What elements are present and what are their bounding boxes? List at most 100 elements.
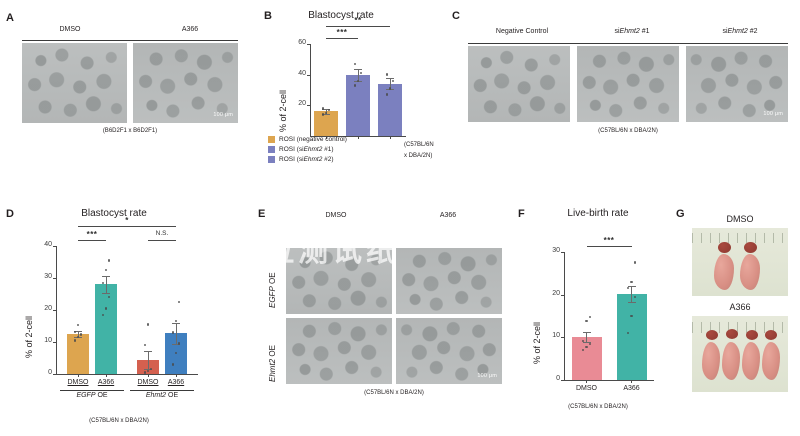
panel-b-caption: (C57BL/6N x DBA/2N) [404,140,464,162]
significance-line [326,38,358,39]
data-point [582,348,585,352]
data-point [80,333,83,336]
bar [314,111,338,136]
data-point [178,300,181,304]
error-cap [102,276,110,278]
error-bar [586,332,587,343]
panel-a-image-a366: 100 μm [133,43,238,123]
data-point [76,323,80,327]
micrograph-texture [133,43,238,123]
panel-e-row-egfp-gene: EGFP [268,286,277,308]
panel-c-label-0-text: Negative Control [495,28,549,35]
data-point [385,93,388,96]
error-cap [172,343,180,345]
y-tick-label: 60 [298,39,306,46]
legend-item: ROSI (siEhmt2 #2) [268,156,347,163]
y-tick-label: 30 [552,247,560,254]
y-tick [53,278,56,279]
legend-label-gene: Ehmt2 [303,156,323,163]
data-point [108,296,111,299]
y-axis [564,252,565,380]
panel-c-image-siehmt2-2: 100 μm [686,46,788,122]
data-point [73,339,76,342]
x-tick [325,136,327,139]
y-tick [307,44,310,45]
x-tick [586,380,587,383]
y-tick-label: 0 [556,375,560,382]
y-tick-label: 0 [48,369,52,376]
x-tick [105,374,107,377]
data-point [76,336,80,339]
y-tick-label: 10 [552,332,560,340]
panel-g-label-dmso: DMSO [726,214,754,224]
pup [742,342,760,380]
scale-bar: 100 μm [763,111,783,117]
panel-f-caption: (C57BL/6N x DBA/2N) [568,404,628,410]
data-point [324,111,328,115]
data-point [585,319,588,323]
legend-label-gene: Ehmt2 [303,146,323,153]
error-bar [389,78,391,90]
panel-letter-a: A [6,12,14,24]
data-point [321,107,324,110]
panel-e-row-ehmt2-rest: OE [268,345,277,359]
panel-letter-e: E [258,208,266,220]
error-bar [325,108,327,115]
significance-label: *** [603,236,615,245]
data-point [353,62,356,66]
pup [714,254,734,290]
y-tick-label: 10 [44,337,52,344]
placenta [765,330,777,340]
error-cap [627,301,636,303]
panel-c-label-0: Negative Control [468,28,576,35]
data-point [143,371,146,374]
pup [702,342,720,380]
significance-label: *** [86,230,98,239]
legend-label-pre: ROSI (si [279,146,304,153]
legend-label: ROSI (negative control) [279,136,347,143]
panel-letter-f: F [518,208,525,220]
significance-label: * [125,216,129,225]
ruler [692,322,788,333]
group-label: Ehmt2 OE [122,392,202,399]
error-cap [354,68,362,70]
placenta [744,242,757,253]
panel-letter-c: C [452,10,460,22]
panel-b-legend: ROSI (negative control) ROSI (siEhmt2 #1… [268,136,347,166]
micrograph-texture [396,248,502,314]
data-point [630,314,633,318]
data-point [385,73,388,76]
panel-e-col-dmso: DMSO [325,212,347,219]
group-label-gene: Ehmt2 [145,392,167,399]
y-tick [561,252,564,253]
data-point [174,320,178,323]
data-point [633,295,636,298]
data-point [582,339,585,342]
error-cap [144,368,152,370]
placenta [718,242,731,253]
data-point [108,259,111,262]
y-tick-label: 20 [552,289,560,297]
y-tick [307,74,310,76]
error-bar [105,276,107,293]
significance-line [148,240,176,241]
error-cap [102,292,110,294]
x-tick [631,380,632,383]
panel-e-row-ehmt2-gene: Ehmt2 [268,358,277,382]
panel-e-caption: (C57BL/6N x DBA/2N) [364,390,424,396]
panel-e-image-egfp-a366 [396,248,502,314]
y-tick-label: 20 [44,305,52,312]
y-tick [53,374,56,375]
error-cap [322,114,330,116]
significance-label: *** [336,28,348,37]
group-label-gene: EGFP [76,392,96,399]
group-underline [130,390,194,391]
panel-f-chart: Live-birth rate % of 2-cell 0 10 20 30 *** [524,206,672,396]
x-axis [56,374,198,375]
data-point [104,268,108,272]
data-point [585,345,588,348]
data-point [101,281,104,284]
panel-letter-b: B [264,10,272,22]
ruler [692,233,788,243]
